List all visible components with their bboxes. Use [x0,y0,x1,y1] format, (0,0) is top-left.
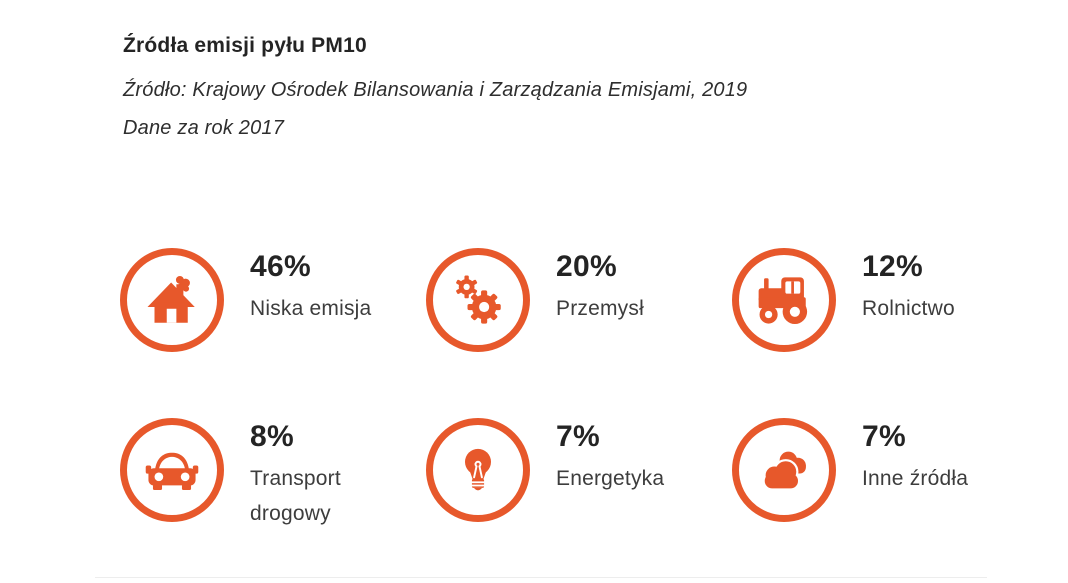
stat-label: Energetyka [556,467,665,490]
stats-grid: 46% Niska emisja [120,248,1038,583]
house-smoke-icon [120,248,224,352]
stat-percent: 20% [556,250,617,283]
lightbulb-icon [426,418,530,522]
stat-label: Transport drogowy [250,467,341,525]
stat-item-przemysl: 20% Przemysł [426,248,732,418]
stat-item-niska-emisja: 46% Niska emisja [120,248,426,418]
page-title: Źródła emisji pyłu PM10 [123,34,367,57]
stat-item-rolnictwo: 12% Rolnictwo [732,248,1038,418]
stat-percent: 7% [862,420,906,453]
header: Źródła emisji pyłu PM10 Źródło: Krajowy … [123,34,747,147]
source-line: Źródło: Krajowy Ośrodek Bilansowania i Z… [123,79,748,101]
tractor-icon [732,248,836,352]
stat-label: Rolnictwo [862,297,955,320]
period-line: Dane za rok 2017 [123,117,285,139]
stat-label: Inne źródła [862,467,969,490]
bottom-divider [95,577,987,578]
stat-percent: 8% [250,420,294,453]
car-icon [120,418,224,522]
stat-item-energetyka: 7% Energetyka [426,418,732,583]
stat-label: Przemysł [556,297,644,320]
stat-percent: 12% [862,250,923,283]
gears-icon [426,248,530,352]
stat-percent: 7% [556,420,600,453]
clouds-icon [732,418,836,522]
stat-item-inne-zrodla: 7% Inne źródła [732,418,1038,583]
stat-percent: 46% [250,250,311,283]
stat-item-transport-drogowy: 8% Transport drogowy [120,418,426,583]
stat-label: Niska emisja [250,297,372,320]
